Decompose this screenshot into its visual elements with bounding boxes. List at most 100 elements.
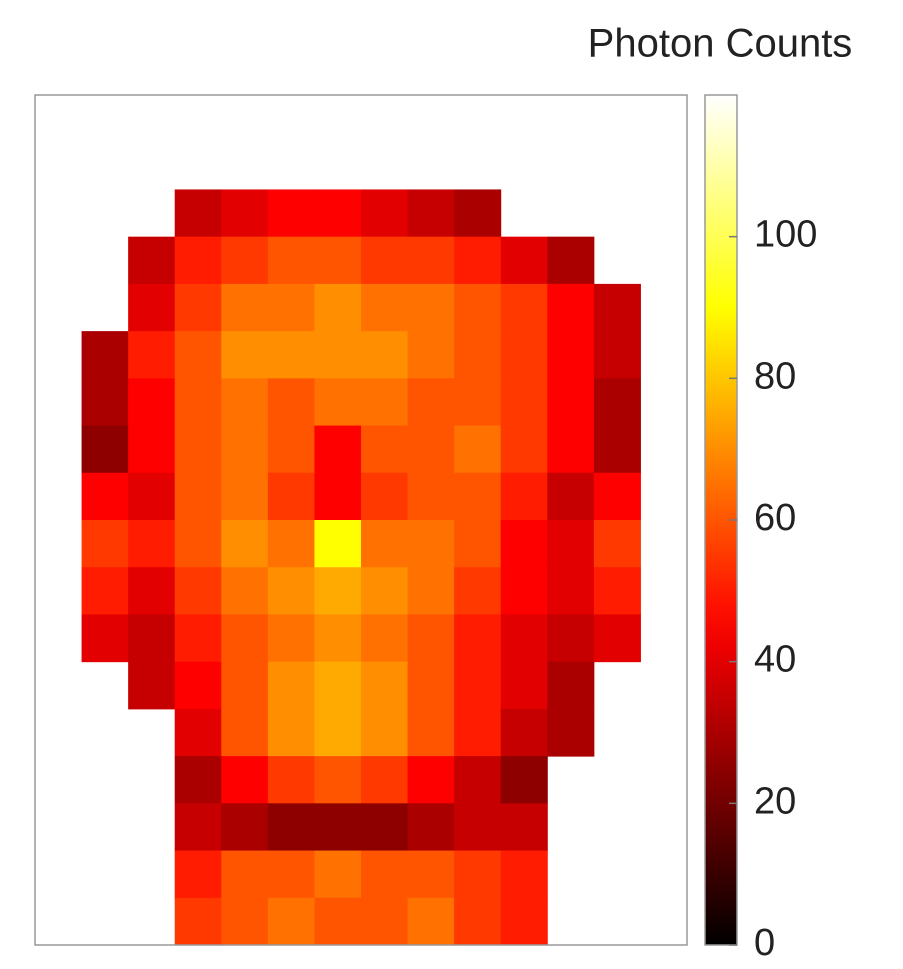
cell: [501, 756, 548, 804]
cell: [454, 898, 501, 946]
cell: [175, 189, 222, 237]
cell: [175, 284, 222, 332]
cell: [314, 662, 361, 710]
cell: [268, 331, 315, 379]
cell: [314, 614, 361, 662]
cell: [501, 331, 548, 379]
cell: [454, 520, 501, 568]
cell: [268, 520, 315, 568]
cell: [594, 284, 641, 332]
cell: [501, 473, 548, 521]
cell: [547, 567, 594, 615]
cell: [408, 709, 455, 757]
cell: [454, 284, 501, 332]
cell: [268, 803, 315, 851]
cell: [408, 567, 455, 615]
cell: [82, 520, 129, 568]
cell: [454, 378, 501, 426]
cell: [128, 237, 175, 285]
cell: [128, 378, 175, 426]
cell: [361, 473, 408, 521]
cell: [175, 614, 222, 662]
cell: [361, 567, 408, 615]
cell: [408, 189, 455, 237]
cell: [221, 520, 268, 568]
cell: [221, 803, 268, 851]
cell: [314, 756, 361, 804]
cell: [128, 331, 175, 379]
cell: [175, 662, 222, 710]
cell: [361, 756, 408, 804]
cell: [314, 520, 361, 568]
cell: [268, 662, 315, 710]
cell: [221, 331, 268, 379]
cell: [501, 709, 548, 757]
cell: [268, 189, 315, 237]
cell: [501, 284, 548, 332]
cell: [175, 378, 222, 426]
cell: [82, 378, 129, 426]
cell: [314, 331, 361, 379]
cell: [408, 662, 455, 710]
cell: [268, 709, 315, 757]
cell: [361, 189, 408, 237]
colorbar-tick-label: 60: [754, 497, 796, 539]
cell: [314, 189, 361, 237]
cell: [594, 614, 641, 662]
cell: [547, 662, 594, 710]
colorbar-tick-label: 20: [754, 780, 796, 822]
cell: [175, 331, 222, 379]
cell: [361, 851, 408, 899]
page: Photon Counts 020406080100 (() => { cons…: [0, 0, 903, 969]
cell: [547, 473, 594, 521]
cell: [221, 567, 268, 615]
cell: [408, 378, 455, 426]
cell: [361, 709, 408, 757]
cell: [408, 803, 455, 851]
cell: [454, 803, 501, 851]
cell: [361, 331, 408, 379]
cell: [361, 378, 408, 426]
cell: [221, 378, 268, 426]
cell: [221, 284, 268, 332]
cell: [361, 898, 408, 946]
cell: [268, 898, 315, 946]
cell: [361, 520, 408, 568]
colorbar-tick-label: 80: [754, 355, 796, 397]
colorbar-tick-label: 100: [754, 214, 817, 256]
cell: [268, 473, 315, 521]
cell: [501, 237, 548, 285]
cell: [82, 473, 129, 521]
cell: [314, 284, 361, 332]
cell: [454, 331, 501, 379]
cell: [82, 614, 129, 662]
cell: [268, 614, 315, 662]
cell: [361, 803, 408, 851]
cell: [128, 614, 175, 662]
cell: [408, 331, 455, 379]
cell: [314, 426, 361, 474]
cell: [221, 426, 268, 474]
cell: [594, 426, 641, 474]
cell: [314, 473, 361, 521]
cell: [454, 756, 501, 804]
cell: [501, 662, 548, 710]
cell: [454, 473, 501, 521]
cell: [361, 614, 408, 662]
cell: [454, 614, 501, 662]
cell: [221, 473, 268, 521]
cell: [408, 851, 455, 899]
cell: [594, 473, 641, 521]
colorbar-title: Photon Counts: [588, 22, 853, 66]
cell: [501, 567, 548, 615]
cell: [454, 851, 501, 899]
cell: [408, 614, 455, 662]
cell: [128, 662, 175, 710]
cell: [175, 803, 222, 851]
cell: [408, 756, 455, 804]
cell: [501, 520, 548, 568]
cell: [547, 237, 594, 285]
cell: [268, 756, 315, 804]
cell: [175, 898, 222, 946]
cell: [454, 426, 501, 474]
